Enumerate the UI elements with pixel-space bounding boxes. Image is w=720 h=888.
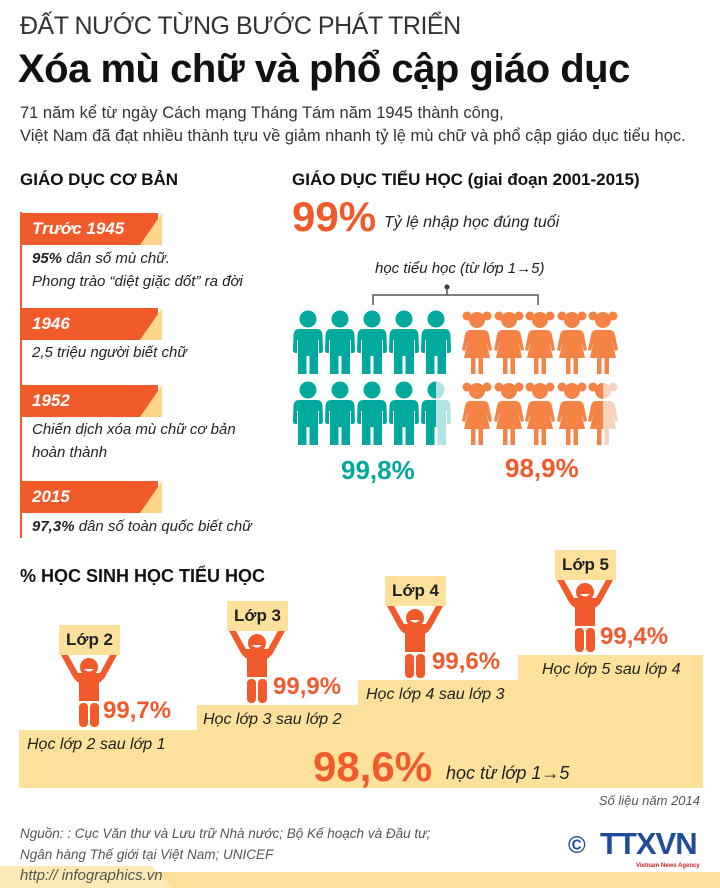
timeline-text-line: hoàn thành	[32, 444, 108, 461]
timeline-year: 1952	[32, 391, 70, 410]
timeline-ribbon: Trước 1945	[20, 213, 162, 245]
website-tab	[0, 866, 172, 888]
timeline-text: 95% dân số mù chữ.	[32, 250, 170, 267]
grade-label: Học lớp 4 sau lớp 3	[366, 686, 505, 703]
source-line: Ngân hàng Thế giới tại Việt Nam; UNICEF	[20, 847, 274, 862]
grade-label: Học lớp 2 sau lớp 1	[27, 736, 166, 753]
step-1	[19, 730, 199, 788]
primary-education-heading: GIÁO DỤC TIỂU HỌC (giai đoạn 2001-2015)	[292, 170, 640, 189]
boy-icon	[389, 310, 419, 374]
data-note: Số liệu năm 2014	[598, 793, 700, 808]
grade-value: 99,7%	[103, 697, 172, 724]
step-3	[358, 680, 520, 788]
timeline-highlight: 95%	[32, 250, 63, 267]
basic-education-heading: GIÁO DỤC CƠ BẢN	[20, 170, 179, 189]
boy-icon	[357, 310, 387, 374]
timeline-text-line: 2,5 triệu người biết chữ	[32, 344, 187, 361]
timeline-text-line: dân số mù chữ.	[62, 250, 170, 267]
timeline-highlight: 97,3%	[32, 518, 75, 535]
logo-subtitle: Vietnam News Agency	[636, 863, 700, 869]
grade-value: 99,4%	[600, 623, 669, 650]
page-title: Xóa mù chữ và phổ cập giáo dục	[18, 47, 630, 91]
bracket	[372, 284, 539, 305]
boy-icon	[325, 310, 355, 374]
girl-icon	[493, 311, 524, 374]
grade-sign: Lớp 2	[59, 625, 120, 655]
step-4	[518, 655, 703, 788]
timeline-ribbon: 2015	[20, 481, 162, 513]
grade-value: 99,6%	[432, 648, 501, 675]
enrollment-label: Tỷ lệ nhập học đúng tuổi	[384, 214, 560, 231]
boy-icon	[421, 310, 451, 374]
grade-value: 99,9%	[273, 673, 342, 700]
girl-icon	[525, 382, 555, 445]
copyright-icon: ©	[568, 832, 586, 859]
timeline-ribbon: 1952	[20, 385, 162, 417]
grade-sign: Lớp 4	[385, 576, 446, 606]
grade-label: Học lớp 3 sau lớp 2	[203, 711, 342, 728]
girl-icon	[462, 311, 492, 374]
ribbon-fold	[140, 481, 162, 513]
total-value: 98,6%	[313, 743, 433, 790]
description-line: 71 năm kể từ ngày Cách mạng Tháng Tám nă…	[20, 104, 504, 122]
ttxvn-logo: TTXVN	[600, 826, 698, 861]
girl-icon	[588, 382, 618, 445]
kicker: ĐẤT NƯỚC TỪNG BƯỚC PHÁT TRIỂN	[20, 12, 461, 40]
ribbon-fold	[140, 385, 162, 417]
girl-icon	[525, 311, 555, 374]
girls-value: 98,9%	[505, 453, 579, 483]
ribbon-fold	[140, 308, 162, 340]
timeline-text-line: Chiến dịch xóa mù chữ cơ bản	[32, 421, 236, 438]
boy-icon	[357, 381, 387, 445]
grade-sign: Lớp 3	[227, 601, 288, 631]
girl-icon	[556, 311, 587, 374]
girl-icon	[462, 382, 492, 445]
timeline-ribbon: 1946	[20, 308, 162, 340]
boy-icon	[325, 381, 355, 445]
source-line: Nguồn: : Cục Văn thư và Lưu trữ Nhà nước…	[20, 826, 431, 841]
timeline-year: Trước 1945	[32, 219, 125, 238]
total-label: học từ lớp 1→5	[446, 763, 570, 783]
bracket-label: học tiểu học (từ lớp 1→5)	[375, 260, 545, 277]
footer-bar	[0, 872, 720, 888]
girl-icon	[588, 311, 618, 374]
ribbon-fold	[140, 213, 162, 245]
description-line: Việt Nam đã đạt nhiều thành tựu về giảm …	[20, 127, 686, 145]
boys-value: 99,8%	[341, 455, 415, 485]
step-2	[197, 705, 359, 788]
grade-label: Học lớp 5 sau lớp 4	[542, 661, 681, 678]
grade-progression-heading: % HỌC SINH HỌC TIỂU HỌC	[20, 566, 266, 586]
timeline-year: 1946	[32, 314, 70, 333]
grade-sign: Lớp 5	[555, 550, 616, 580]
boy-icon	[421, 381, 451, 445]
girl-icon	[556, 382, 587, 445]
timeline-text-line: dân số toàn quốc biết chữ	[74, 518, 252, 535]
boy-icon	[389, 381, 419, 445]
timeline-line	[20, 212, 22, 538]
website-link[interactable]: http:// infographics.vn	[20, 867, 163, 884]
timeline-text-line: Phong trào “diệt giặc dốt” ra đời	[32, 273, 243, 290]
timeline-year: 2015	[32, 487, 70, 506]
boy-icon	[293, 310, 323, 374]
girl-icon	[493, 382, 524, 445]
boy-icon	[293, 381, 323, 445]
timeline-text: 97,3% dân số toàn quốc biết chữ	[32, 518, 252, 535]
enrollment-value: 99%	[292, 193, 377, 240]
